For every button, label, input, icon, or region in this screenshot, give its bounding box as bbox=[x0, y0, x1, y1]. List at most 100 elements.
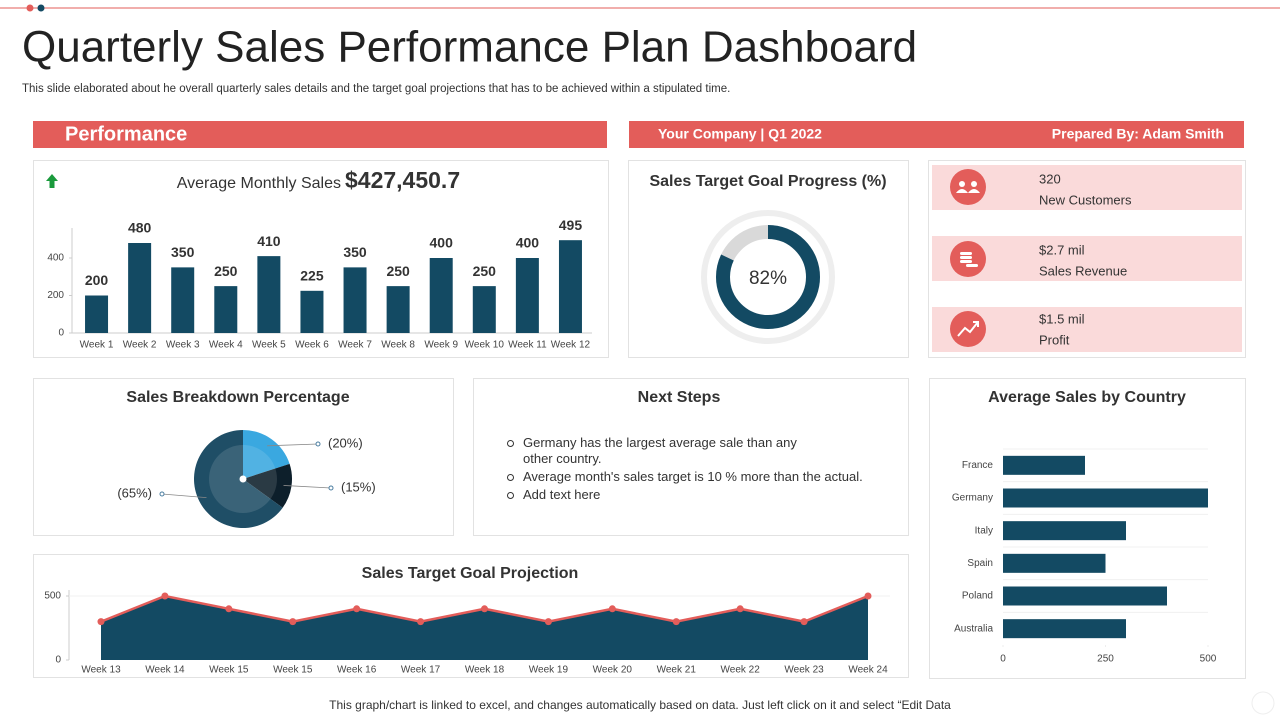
pie-slice bbox=[243, 430, 290, 479]
bar bbox=[1003, 586, 1167, 606]
x-tick-label: 0 bbox=[1000, 654, 1006, 665]
y-tick-label: Poland bbox=[962, 591, 993, 602]
dot bbox=[26, 4, 34, 12]
point bbox=[353, 605, 361, 613]
data-label: 250 bbox=[473, 263, 497, 279]
chart-title: Average Sales by Country bbox=[988, 389, 1186, 406]
bar bbox=[1003, 619, 1126, 639]
bar bbox=[429, 258, 453, 333]
data-label: 350 bbox=[171, 244, 195, 260]
data-label: (65%) bbox=[117, 485, 152, 500]
y-tick-label: 400 bbox=[47, 253, 64, 264]
chart-title: Sales Target Goal Projection bbox=[362, 565, 579, 582]
leader-line bbox=[161, 493, 207, 499]
kpi-label: Sales Revenue bbox=[1039, 263, 1127, 278]
x-tick-label: 500 bbox=[1200, 654, 1217, 665]
point bbox=[97, 618, 105, 626]
y-tick-label: 500 bbox=[44, 591, 61, 602]
kpi-value: 320 bbox=[1039, 171, 1061, 186]
next-steps: Germany has the largest average sale tha… bbox=[505, 435, 890, 503]
step-item: Add text here bbox=[505, 487, 890, 503]
page-subtitle: This slide elaborated about he overall q… bbox=[22, 83, 730, 95]
x-tick-label: Week 2 bbox=[123, 340, 157, 351]
bar bbox=[472, 286, 496, 333]
data-label: 410 bbox=[257, 233, 281, 249]
y-tick-label: 200 bbox=[47, 290, 64, 301]
x-tick-label: Week 24 bbox=[848, 665, 888, 676]
bar bbox=[515, 258, 539, 333]
chart-title: Sales Breakdown Percentage bbox=[126, 389, 349, 406]
data-label: 480 bbox=[128, 220, 152, 236]
x-tick-label: Week 9 bbox=[424, 340, 458, 351]
kpi-value: $1.5 mil bbox=[1039, 311, 1085, 326]
x-tick-label: Week 6 bbox=[295, 340, 329, 351]
x-tick-label: Week 18 bbox=[465, 665, 505, 676]
x-tick-label: Week 8 bbox=[381, 340, 415, 351]
data-label: 250 bbox=[386, 263, 410, 279]
area bbox=[101, 596, 868, 660]
customers-glyph bbox=[956, 181, 980, 193]
data-label: 350 bbox=[343, 244, 367, 260]
bar bbox=[558, 240, 582, 333]
step-item: Average month's sales target is 10 % mor… bbox=[505, 469, 890, 485]
point bbox=[672, 618, 680, 626]
step-list: Germany has the largest average sale tha… bbox=[505, 435, 890, 503]
x-tick-label: Week 19 bbox=[529, 665, 569, 676]
x-tick-label: Week 22 bbox=[721, 665, 761, 676]
data-label: 225 bbox=[300, 268, 324, 284]
x-tick-label: Week 21 bbox=[657, 665, 697, 676]
bar bbox=[214, 286, 238, 333]
kpi-icon bbox=[950, 311, 986, 347]
pie-center bbox=[239, 475, 247, 483]
x-tick-label: Week 5 bbox=[252, 340, 286, 351]
pie-slice bbox=[194, 430, 283, 528]
chart-title: Sales Target Goal Progress (%) bbox=[649, 173, 886, 190]
bar bbox=[85, 295, 109, 333]
point bbox=[608, 605, 616, 613]
bar bbox=[386, 286, 410, 333]
kpi-label: Profit bbox=[1039, 332, 1070, 347]
bar bbox=[171, 267, 195, 333]
coins-glyph bbox=[960, 252, 978, 267]
x-tick-label: Week 3 bbox=[166, 340, 200, 351]
banner bbox=[33, 121, 607, 148]
point bbox=[544, 618, 552, 626]
data-label: 495 bbox=[559, 217, 583, 233]
x-tick-label: Week 17 bbox=[401, 665, 441, 676]
x-tick-label: Week 11 bbox=[508, 340, 547, 351]
outer-ring bbox=[701, 210, 835, 344]
x-tick-label: Week 15 bbox=[209, 665, 249, 676]
data-label: (20%) bbox=[328, 435, 363, 450]
bar bbox=[128, 243, 152, 333]
leader-line bbox=[283, 485, 332, 489]
leader-line bbox=[267, 443, 319, 447]
bar bbox=[1003, 553, 1106, 573]
y-tick-label: Germany bbox=[952, 493, 993, 504]
leader-dot bbox=[328, 485, 334, 491]
chart-title: Average Monthly Sales bbox=[177, 175, 341, 192]
pie-slice bbox=[243, 463, 293, 508]
banner-text: Your Company | Q1 2022 bbox=[658, 126, 822, 142]
kpi-label: New Customers bbox=[1039, 192, 1132, 207]
donut-label: 82% bbox=[749, 268, 787, 289]
footer-note: This graph/chart is linked to excel, and… bbox=[329, 698, 951, 712]
y-tick-label: 0 bbox=[58, 328, 64, 339]
headline-value: $427,450.7 bbox=[345, 167, 460, 193]
point bbox=[225, 605, 233, 613]
y-tick-label: Spain bbox=[967, 558, 993, 569]
banner bbox=[629, 121, 1244, 148]
growth-glyph bbox=[957, 321, 979, 337]
x-tick-label: Week 1 bbox=[80, 340, 114, 351]
panel bbox=[473, 378, 909, 536]
point bbox=[289, 618, 297, 626]
bar bbox=[1003, 488, 1208, 508]
donut-arc bbox=[716, 225, 820, 329]
x-tick-label: Week 16 bbox=[337, 665, 377, 676]
data-label: (15%) bbox=[341, 479, 376, 494]
x-tick-label: Week 4 bbox=[209, 340, 243, 351]
bar bbox=[1003, 455, 1085, 475]
bar bbox=[257, 256, 281, 333]
decoration bbox=[1251, 691, 1275, 715]
x-tick-label: Week 7 bbox=[338, 340, 372, 351]
